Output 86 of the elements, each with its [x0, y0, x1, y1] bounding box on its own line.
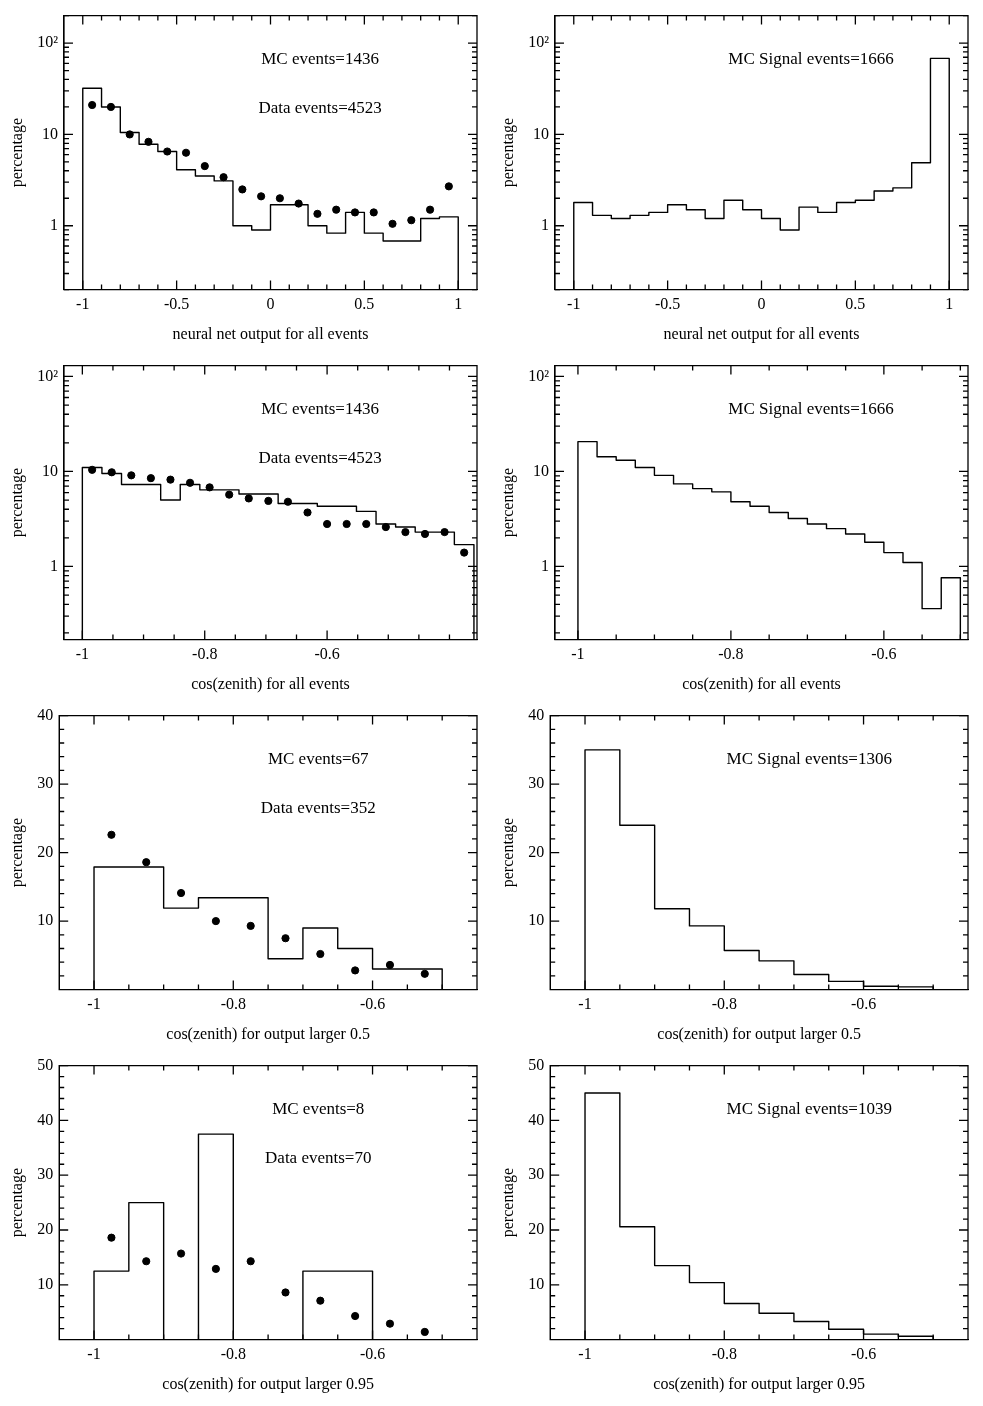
y-axis-title: percentage	[7, 1167, 26, 1238]
y-tick-label: 20	[528, 1220, 545, 1238]
y-tick-label: 1	[50, 556, 58, 574]
y-tick-label: 10	[528, 911, 545, 929]
y-axis-title: percentage	[7, 467, 26, 538]
annotation: MC Signal events=1039	[726, 1098, 892, 1118]
x-tick-label: -0.8	[220, 995, 246, 1013]
x-tick-label: -0.6	[359, 1345, 386, 1363]
x-tick-label: -1	[567, 295, 581, 313]
y-tick-label: 10	[37, 911, 54, 929]
y-tick-label: 30	[528, 774, 545, 792]
x-axis-title: cos(zenith) for output larger 0.5	[166, 1024, 370, 1043]
x-axis-title: cos(zenith) for all events	[191, 674, 350, 693]
x-tick-label: -0.5	[654, 295, 681, 313]
x-tick-label: 0.5	[354, 295, 375, 313]
x-tick-label: 1	[945, 295, 954, 313]
x-axis-title: cos(zenith) for all events	[682, 674, 841, 693]
x-axis-title: cos(zenith) for output larger 0.5	[657, 1024, 861, 1043]
y-tick-label: 40	[37, 1110, 54, 1128]
x-tick-label: 0.5	[845, 295, 866, 313]
y-tick-label: 10²	[37, 33, 59, 51]
x-tick-label: -0.8	[711, 995, 737, 1013]
y-tick-label: 10	[528, 1275, 545, 1292]
x-tick-label: -1	[87, 995, 101, 1013]
x-tick-label: -0.6	[359, 995, 386, 1013]
annotation: MC events=67	[267, 748, 370, 768]
x-axis-title: cos(zenith) for output larger 0.95	[162, 1374, 374, 1393]
annotation: MC Signal events=1306	[726, 748, 892, 768]
x-tick-label: -1	[76, 295, 90, 313]
annotation: Data events=4523	[258, 448, 382, 468]
x-tick-label: -0.8	[711, 1345, 737, 1363]
x-axis-title: cos(zenith) for output larger 0.95	[653, 1374, 865, 1393]
x-tick-label: -1	[571, 645, 585, 663]
x-tick-label: -1	[75, 645, 90, 663]
annotation: MC events=1436	[261, 398, 379, 418]
y-tick-label: 10	[42, 124, 58, 142]
x-axis-title: neural net output for all events	[663, 324, 860, 343]
y-tick-label: 30	[37, 774, 54, 792]
x-tick-label: -0.5	[163, 295, 190, 313]
y-tick-label: 40	[528, 705, 545, 723]
y-axis-title: percentage	[498, 467, 517, 538]
x-tick-label: -0.8	[192, 645, 218, 663]
y-tick-label: 50	[37, 1055, 54, 1073]
x-tick-label: -0.8	[220, 1345, 246, 1363]
y-axis-title: percentage	[498, 1167, 517, 1238]
y-tick-label: 30	[37, 1165, 54, 1183]
annotation: MC events=1436	[261, 48, 379, 68]
x-tick-label: -0.6	[850, 995, 877, 1013]
y-axis-title: percentage	[498, 817, 517, 888]
y-tick-label: 10	[533, 124, 549, 142]
y-tick-label: 10²	[528, 366, 550, 384]
x-tick-label: -1	[578, 995, 592, 1013]
x-tick-label: -0.6	[850, 1345, 877, 1363]
y-axis-title: percentage	[7, 117, 26, 188]
annotation: Data events=4523	[258, 98, 382, 118]
y-tick-label: 10	[37, 1275, 54, 1292]
x-tick-label: 0	[266, 295, 275, 313]
y-tick-label: 30	[528, 1165, 545, 1183]
y-tick-label: 20	[37, 1220, 54, 1238]
annotation: MC events=8	[272, 1098, 365, 1118]
y-tick-label: 1	[541, 556, 549, 574]
annotation: MC Signal events=1666	[728, 48, 894, 68]
annotation: MC Signal events=1666	[728, 398, 894, 418]
y-tick-label: 1	[541, 215, 549, 233]
y-tick-label: 40	[37, 705, 54, 723]
x-tick-label: 1	[454, 295, 463, 313]
x-tick-label: -0.8	[718, 645, 744, 663]
x-tick-label: -0.6	[871, 645, 897, 663]
y-tick-label: 10	[533, 461, 549, 479]
annotation: Data events=70	[265, 1148, 372, 1168]
x-tick-label: 0	[757, 295, 766, 313]
x-tick-label: -1	[87, 1345, 101, 1363]
y-tick-label: 20	[528, 842, 545, 860]
x-axis-title: neural net output for all events	[172, 324, 369, 343]
y-axis-title: percentage	[498, 117, 517, 188]
x-tick-label: -1	[578, 1345, 592, 1363]
y-tick-label: 20	[37, 842, 54, 860]
y-tick-label: 10²	[528, 33, 550, 51]
y-tick-label: 1	[50, 215, 58, 233]
y-axis-title: percentage	[7, 817, 26, 888]
y-tick-label: 10	[42, 461, 58, 479]
y-tick-label: 10²	[37, 366, 59, 384]
y-tick-label: 40	[528, 1110, 545, 1128]
y-tick-label: 50	[528, 1055, 545, 1073]
annotation: Data events=352	[260, 798, 376, 818]
x-tick-label: -0.6	[314, 645, 340, 663]
